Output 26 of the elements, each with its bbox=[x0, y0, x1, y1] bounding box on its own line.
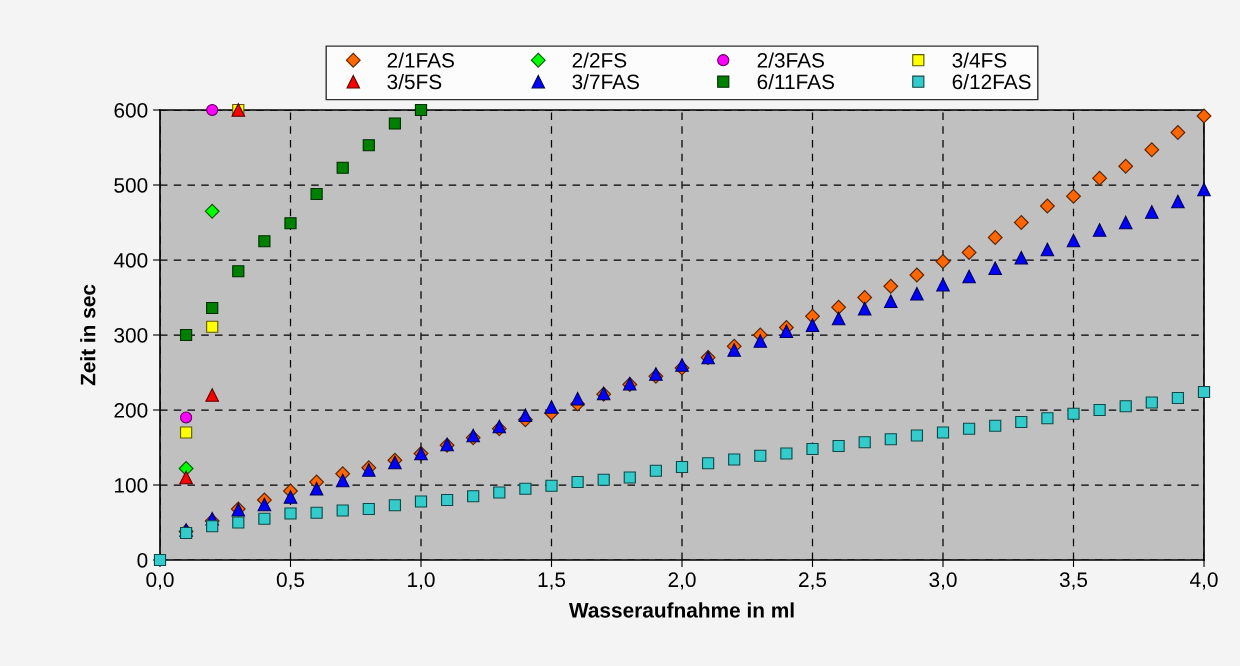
x-tick-label: 0,5 bbox=[276, 572, 305, 590]
legend-label: 2/1FAS bbox=[387, 52, 454, 68]
legend-label: 6/11FAS bbox=[757, 73, 835, 90]
x-tick-label: 2,5 bbox=[799, 572, 827, 590]
legend-label: 3/7FAS bbox=[572, 73, 639, 90]
x-tick-label: 2,0 bbox=[668, 572, 696, 590]
y-tick-label: 0 bbox=[137, 553, 148, 568]
y-tick-label: 400 bbox=[113, 253, 148, 268]
legend-label: 6/12FAS bbox=[952, 73, 1031, 90]
legend-label: 2/2FS bbox=[572, 52, 627, 68]
y-tick-label: 200 bbox=[114, 403, 148, 418]
legend-label: 3/5FS bbox=[387, 73, 442, 90]
legend-label: 3/4FS bbox=[952, 52, 1007, 68]
x-tick-label: 1,5 bbox=[538, 572, 566, 590]
legend-label: 2/3FAS bbox=[757, 52, 824, 68]
y-tick-label: 500 bbox=[114, 178, 148, 193]
x-tick-label: 3,0 bbox=[929, 572, 957, 590]
x-tick-label: 0,0 bbox=[146, 572, 174, 590]
y-axis-title: Zeit in sec bbox=[80, 284, 96, 386]
x-tick-label: 4,0 bbox=[1190, 572, 1218, 590]
y-tick-label: 600 bbox=[114, 103, 148, 118]
x-tick-label: 1,0 bbox=[408, 572, 435, 590]
y-tick-label: 300 bbox=[114, 328, 148, 343]
x-axis-title: Wasseraufnahme in ml bbox=[568, 602, 794, 618]
x-tick-label: 3,5 bbox=[1059, 572, 1088, 590]
y-tick-label: 100 bbox=[115, 478, 148, 493]
